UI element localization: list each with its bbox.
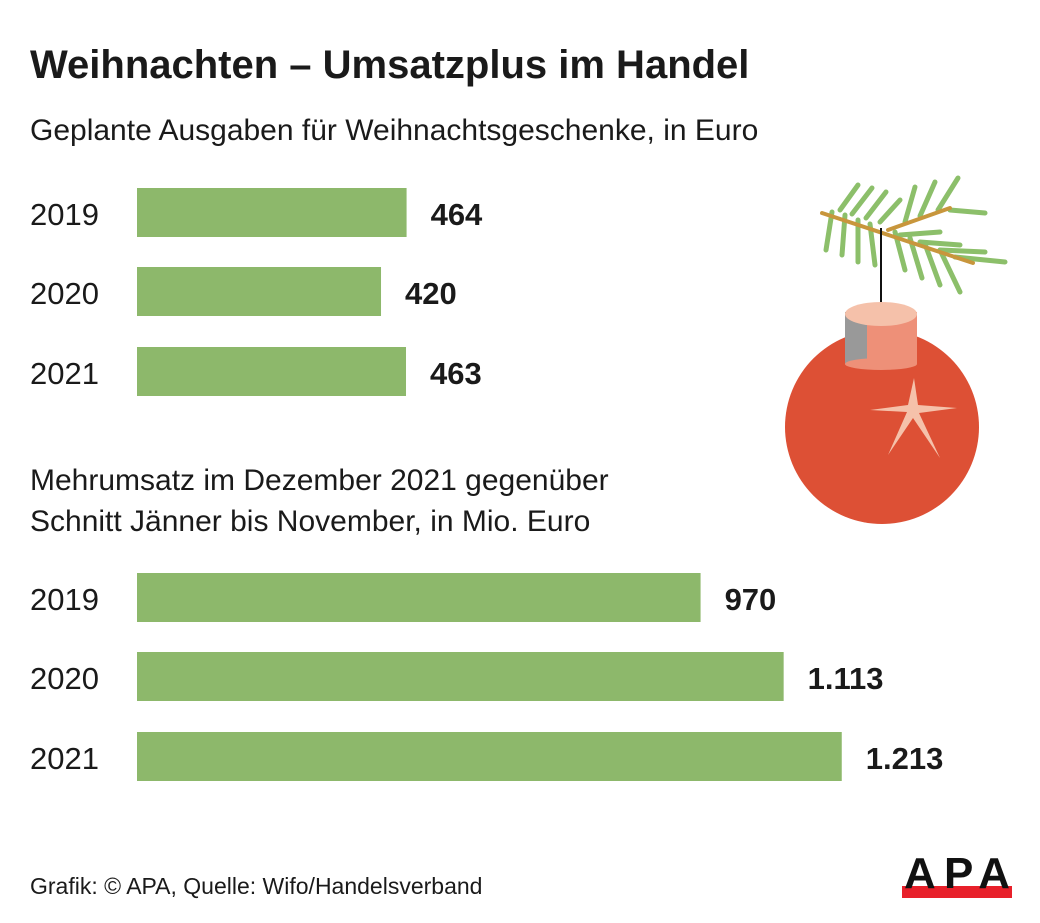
chart2-subtitle-line2: Schnitt Jänner bis November, in Mio. Eur… [30,505,590,538]
value-label: 970 [725,582,777,617]
category-label: 2020 [30,661,99,696]
bar [137,732,842,781]
chart-title: Weihnachten – Umsatzplus im Handel [30,43,749,87]
chart2-bars: 2019 970 2020 1.113 2021 1.213 [30,573,943,781]
value-label: 420 [405,276,457,311]
value-label: 1.113 [808,661,884,696]
value-label: 464 [431,197,483,232]
category-label: 2020 [30,276,99,311]
category-label: 2019 [30,197,99,232]
bar [137,573,701,622]
value-label: 463 [430,356,482,391]
category-label: 2021 [30,356,99,391]
bar [137,267,382,316]
source-note: Grafik: © APA, Quelle: Wifo/Handelsverba… [30,873,482,899]
christmas-ornament-icon [785,175,1008,524]
category-label: 2021 [30,741,99,776]
ornament-ball [785,330,979,524]
bar [137,188,407,237]
chart1-bars: 2019 464 2020 420 2021 463 [30,188,483,396]
bar [137,347,407,396]
apa-logo: APA [902,849,1012,898]
bar [137,652,784,701]
apa-logo-text: APA [904,849,1010,898]
star-icon [870,378,957,458]
category-label: 2019 [30,582,99,617]
fir-branch-icon [823,175,1008,295]
chart2-subtitle-line1: Mehrumsatz im Dezember 2021 gegenüber [30,464,609,497]
value-label: 1.213 [866,741,944,776]
chart1-subtitle: Geplante Ausgaben für Weihnachtsgeschenk… [30,114,758,147]
